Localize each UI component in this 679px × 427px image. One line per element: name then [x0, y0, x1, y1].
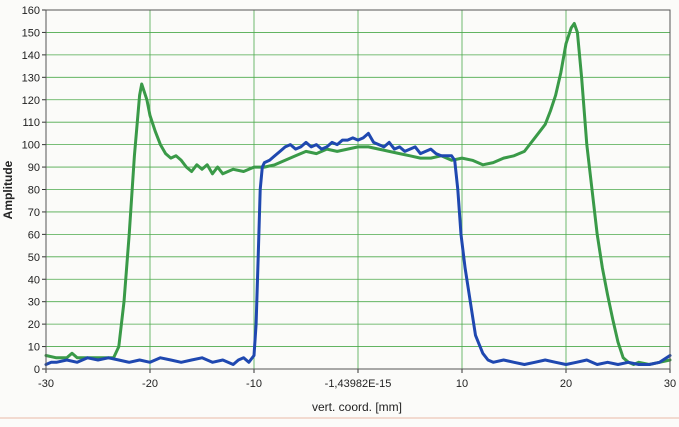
y-axis-label: Amplitude — [1, 160, 15, 219]
y-tick-label: 50 — [28, 252, 40, 264]
y-tick-label: 10 — [28, 342, 40, 354]
y-tick-label: 140 — [22, 50, 40, 62]
y-tick-label: 70 — [28, 207, 40, 219]
grid — [45, 9, 671, 370]
x-tick-label: -20 — [142, 378, 158, 390]
y-tick-label: 0 — [34, 364, 40, 376]
y-tick-label: 100 — [22, 140, 40, 152]
y-tick-label: 20 — [28, 319, 40, 331]
series-line-green — [44, 22, 672, 366]
y-tick-label: 60 — [28, 229, 40, 241]
y-tick-label: 40 — [28, 274, 40, 286]
y-tick-label: 90 — [28, 162, 40, 174]
series-line-blue — [44, 131, 672, 366]
y-tick-label: 80 — [28, 185, 40, 197]
y-tick-label: 130 — [22, 72, 40, 84]
plot-frame — [45, 9, 671, 370]
y-tick-label: 110 — [22, 117, 40, 129]
series-group — [44, 22, 672, 366]
y-tick-label: 30 — [28, 297, 40, 309]
x-axis-label: vert. coord. [mm] — [312, 400, 402, 414]
x-tick-label: 30 — [664, 378, 676, 390]
x-tick-label: -10 — [246, 378, 262, 390]
x-tick-label: 20 — [560, 378, 572, 390]
axes: 0 10 20 30 40 50 60 70 80 90 100 110 120 130 140 150 160… — [22, 5, 676, 390]
y-tick-label: 160 — [22, 5, 40, 17]
x-tick-label: -1,43982E-15 — [325, 378, 392, 390]
x-tick-label: 10 — [456, 378, 468, 390]
x-tick-label: -30 — [38, 378, 54, 390]
y-tick-label: 150 — [22, 27, 40, 39]
y-tick-label: 120 — [22, 95, 40, 107]
